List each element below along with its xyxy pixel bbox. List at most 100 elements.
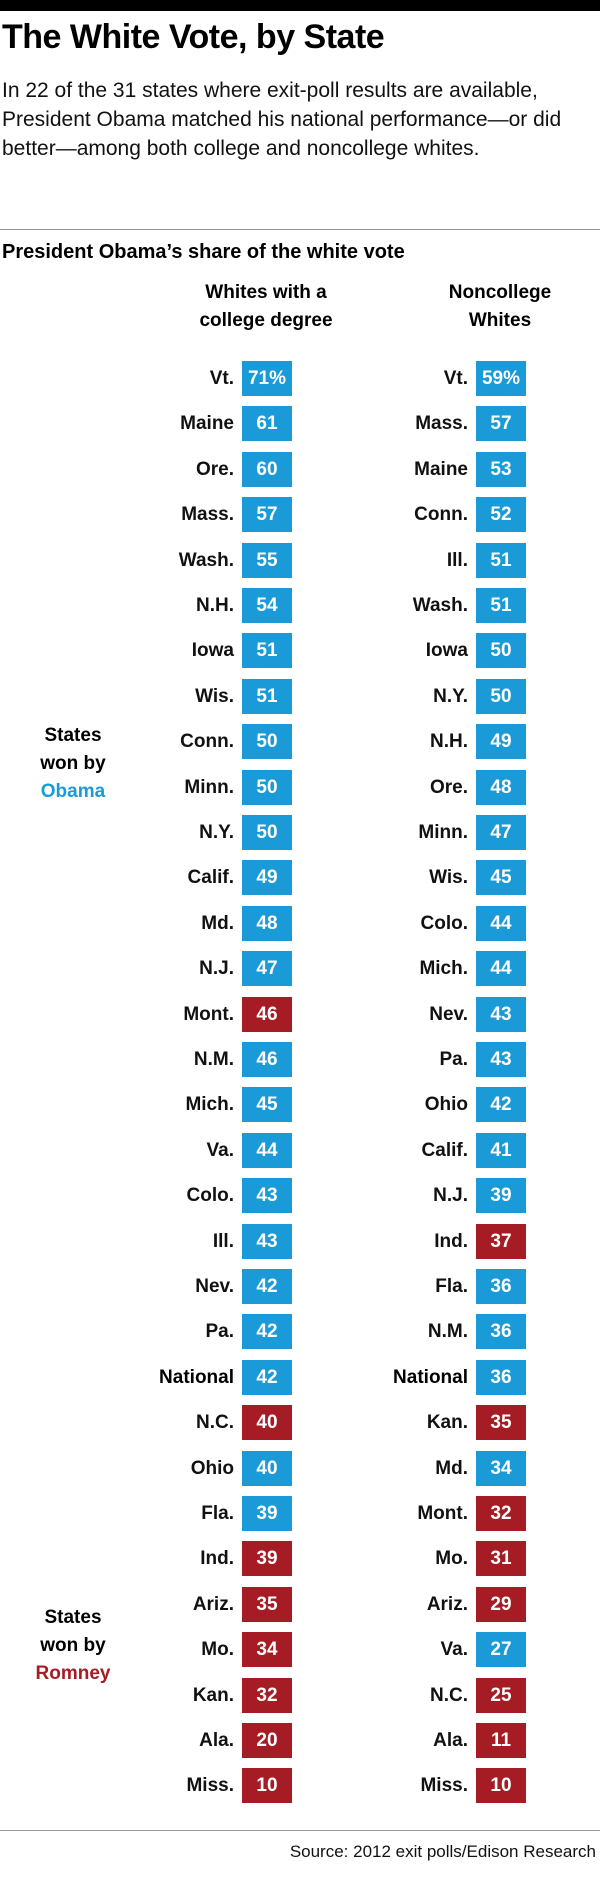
value-cell-obama: 36 <box>476 1360 526 1396</box>
state-label: Ala. <box>199 1730 234 1751</box>
value-cell-obama: 40 <box>242 1451 292 1487</box>
value-cell-obama: 39 <box>476 1178 526 1214</box>
value-cell-obama: 57 <box>242 497 292 533</box>
value-cell-obama: 53 <box>476 452 526 488</box>
state-label: Iowa <box>191 640 234 661</box>
value-cell-obama: 48 <box>242 906 292 942</box>
value-cell-obama: 43 <box>242 1224 292 1260</box>
state-label: Maine <box>180 413 234 434</box>
state-label: Ala. <box>433 1730 468 1751</box>
value-cell-obama: 45 <box>242 1087 292 1123</box>
state-label: Ore. <box>429 777 468 798</box>
state-label: Conn. <box>180 731 234 752</box>
side-label-candidate: Obama <box>40 781 106 802</box>
value-cell-romney: 32 <box>476 1496 526 1532</box>
value-cell-obama: 44 <box>476 951 526 987</box>
value-cell-romney: 11 <box>476 1723 526 1759</box>
side-label-line: won by <box>40 753 106 774</box>
state-label: Ohio <box>424 1094 468 1115</box>
value-cell-romney: 31 <box>476 1541 526 1577</box>
state-label: N.C. <box>196 1412 234 1433</box>
state-label: Md. <box>201 913 234 934</box>
state-label: N.J. <box>199 958 234 979</box>
state-label: Calif. <box>187 867 234 888</box>
state-label: N.J. <box>433 1185 468 1206</box>
state-label: Nev. <box>195 1276 234 1297</box>
value-cell-obama: 54 <box>242 588 292 624</box>
side-label-romney: States won by Romney <box>8 1604 138 1688</box>
column-heading-college: Whites with a college degree <box>166 279 366 335</box>
state-label: Wis. <box>195 686 234 707</box>
state-label: Colo. <box>186 1185 235 1206</box>
value-cell-obama: 48 <box>476 770 526 806</box>
national-label: National <box>159 1367 234 1388</box>
state-label: Ind. <box>434 1231 468 1252</box>
value-cell-romney: 34 <box>242 1632 292 1668</box>
state-label: Colo. <box>420 913 469 934</box>
state-label: Wis. <box>429 867 468 888</box>
state-label: Calif. <box>421 1140 468 1161</box>
value-cell-obama: 49 <box>242 860 292 896</box>
value-cell-obama: 50 <box>476 679 526 715</box>
state-label: Mass. <box>181 504 234 525</box>
state-label: Wash. <box>178 550 234 571</box>
value-cell-obama: 61 <box>242 406 292 442</box>
state-label: Fla. <box>435 1276 468 1297</box>
state-label: Pa. <box>205 1321 234 1342</box>
value-cell-obama: 55 <box>242 543 292 579</box>
side-label-line: States <box>44 725 102 746</box>
state-label: Mo. <box>435 1548 468 1569</box>
side-label-candidate: Romney <box>35 1663 111 1684</box>
divider <box>0 1830 600 1831</box>
state-label: Minn. <box>418 822 468 843</box>
state-label: Kan. <box>192 1685 234 1706</box>
value-cell-romney: 35 <box>242 1587 292 1623</box>
value-cell-obama: 49 <box>476 724 526 760</box>
state-label: Iowa <box>425 640 468 661</box>
value-cell-obama: 43 <box>242 1178 292 1214</box>
value-cell-obama: 27 <box>476 1632 526 1668</box>
value-cell-obama: 34 <box>476 1451 526 1487</box>
value-cell-romney: 20 <box>242 1723 292 1759</box>
value-cell-romney: 10 <box>476 1768 526 1804</box>
state-label: Maine <box>414 459 468 480</box>
value-cell-romney: 40 <box>242 1405 292 1441</box>
state-label: Miss. <box>420 1775 468 1796</box>
value-cell-obama: 45 <box>476 860 526 896</box>
source-note: Source: 2012 exit polls/Edison Research <box>289 1842 596 1861</box>
value-cell-obama: 71% <box>242 361 292 397</box>
value-cell-obama: 51 <box>242 679 292 715</box>
value-cell-obama: 51 <box>242 633 292 669</box>
value-cell-obama: 46 <box>242 1042 292 1078</box>
value-cell-obama: 50 <box>242 815 292 851</box>
value-cell-romney: 46 <box>242 997 292 1033</box>
value-cell-romney: 10 <box>242 1768 292 1804</box>
side-label-obama: States won by Obama <box>8 722 138 806</box>
state-label: Conn. <box>414 504 468 525</box>
page-subtitle: In 22 of the 31 states where exit-poll r… <box>2 79 562 160</box>
value-cell-romney: 35 <box>476 1405 526 1441</box>
state-label: Pa. <box>439 1049 468 1070</box>
state-label: N.H. <box>196 595 234 616</box>
state-label: Fla. <box>201 1503 234 1524</box>
value-cell-obama: 51 <box>476 588 526 624</box>
state-label: Minn. <box>184 777 234 798</box>
state-label: Ohio <box>190 1458 234 1479</box>
state-label: Va. <box>206 1140 234 1161</box>
value-cell-obama: 51 <box>476 543 526 579</box>
value-cell-obama: 57 <box>476 406 526 442</box>
value-cell-obama: 60 <box>242 452 292 488</box>
state-label: Mont. <box>417 1503 468 1524</box>
national-label: National <box>393 1367 468 1388</box>
value-cell-obama: 42 <box>476 1087 526 1123</box>
state-label: Ill. <box>446 550 468 571</box>
state-label: Mass. <box>415 413 468 434</box>
side-label-line: won by <box>40 1635 106 1656</box>
column-heading-line: Noncollege <box>448 282 552 303</box>
value-cell-obama: 59% <box>476 361 526 397</box>
state-label: Mont. <box>183 1004 234 1025</box>
state-label: N.C. <box>430 1685 468 1706</box>
chart-title: President Obama’s share of the white vot… <box>2 241 405 263</box>
value-cell-obama: 44 <box>476 906 526 942</box>
state-label: Mich. <box>419 958 468 979</box>
